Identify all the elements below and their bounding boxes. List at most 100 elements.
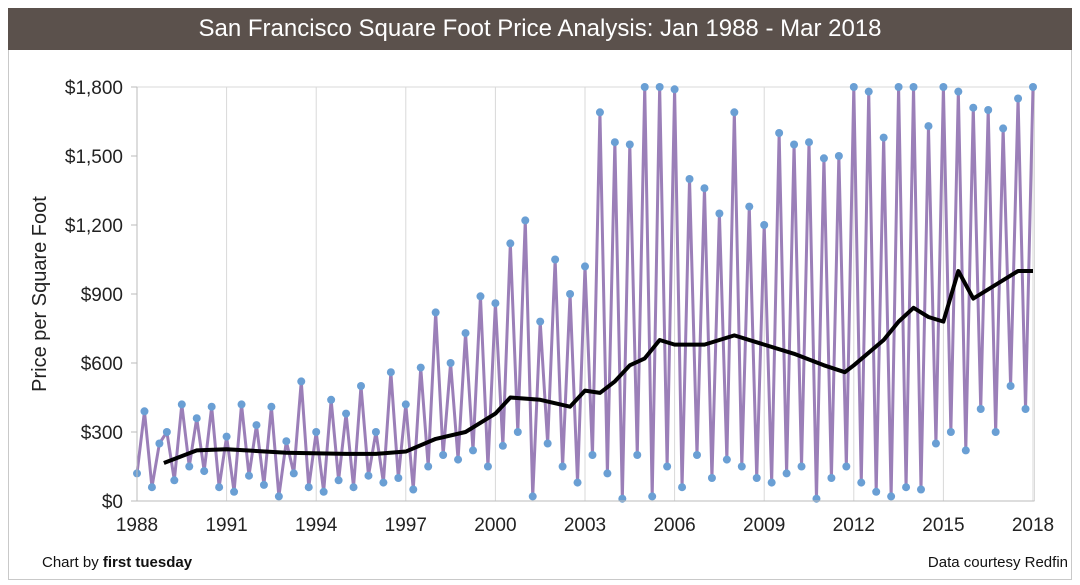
raw-price-point: [461, 329, 470, 338]
raw-price-point: [424, 462, 433, 471]
raw-price-point: [902, 483, 911, 492]
y-tick-label: $1,200: [65, 216, 123, 237]
raw-price-point: [409, 485, 418, 494]
raw-price-point: [849, 83, 858, 91]
y-tick-label: $1,500: [65, 147, 123, 168]
raw-price-point: [894, 83, 903, 91]
raw-price-point: [558, 462, 567, 471]
raw-price-point: [237, 400, 246, 409]
raw-price-point: [446, 359, 455, 367]
raw-price-point: [760, 221, 769, 229]
raw-price-point: [357, 382, 365, 390]
axes: 1988 1991 1994 1997 2000 2003 2006 2009 2012 2015…: [65, 78, 1054, 536]
raw-price-point: [177, 400, 186, 409]
trend-series: [163, 269, 1033, 465]
raw-price-point: [797, 462, 806, 471]
raw-price-point: [282, 437, 291, 446]
raw-price-point: [954, 87, 963, 96]
raw-price-point: [625, 140, 634, 149]
raw-price-point: [483, 462, 492, 471]
raw-price-point: [790, 140, 799, 149]
y-tick-label: $600: [81, 354, 123, 375]
raw-price-point: [931, 439, 940, 448]
raw-price-point: [289, 469, 298, 478]
raw-price-point: [491, 299, 500, 308]
raw-price-point: [536, 317, 545, 326]
raw-price-point: [1021, 405, 1030, 413]
raw-price-point: [670, 85, 679, 94]
raw-price-point: [259, 480, 268, 489]
x-tick-label: 1997: [385, 515, 427, 536]
raw-price-point: [476, 292, 485, 301]
raw-price-point: [693, 451, 701, 459]
x-tick-label: 1988: [116, 515, 158, 536]
raw-price-point: [715, 209, 724, 218]
raw-price-point: [245, 471, 253, 480]
raw-price-point: [834, 152, 843, 160]
raw-price-point: [498, 441, 507, 450]
y-axis-label: Price per Square Foot: [29, 196, 51, 392]
raw-price-point: [327, 395, 336, 404]
raw-price-point: [334, 476, 343, 485]
raw-price-point: [416, 363, 425, 372]
raw-price-point: [909, 83, 918, 91]
raw-price-point: [640, 83, 649, 91]
raw-price-point: [999, 124, 1008, 133]
raw-price-point: [528, 492, 537, 501]
raw-price-point: [663, 462, 672, 471]
x-tick-label: 2000: [474, 515, 516, 536]
raw-price-point: [297, 377, 306, 386]
y-tick-label: $1,800: [65, 78, 123, 99]
data-source: Data courtesy Redfin: [927, 554, 1068, 571]
raw-price-point: [872, 487, 881, 496]
raw-price-point: [192, 414, 201, 423]
raw-price-point: [887, 492, 896, 501]
raw-price-point: [805, 138, 813, 147]
raw-price-point: [274, 492, 283, 501]
raw-price-point: [319, 487, 328, 496]
trend-line: [163, 269, 1033, 465]
raw-price-point: [222, 432, 231, 441]
raw-price-point: [737, 462, 746, 471]
raw-price-point: [513, 428, 522, 436]
raw-price-point: [722, 455, 731, 464]
raw-price-point: [200, 467, 209, 476]
raw-price-point: [506, 239, 515, 248]
raw-price-point: [364, 471, 373, 480]
raw-price-point: [752, 474, 761, 482]
x-tick-label: 2003: [564, 515, 606, 536]
raw-price-point: [946, 428, 955, 436]
raw-price-point: [454, 455, 463, 464]
raw-price-point: [939, 83, 948, 91]
x-tick-label: 1991: [205, 515, 247, 536]
raw-price-point: [230, 487, 239, 496]
raw-price-point: [207, 402, 216, 411]
y-tick-label: $300: [81, 423, 123, 444]
raw-price-point: [185, 462, 194, 471]
raw-price-point: [379, 478, 388, 487]
raw-price-point: [648, 492, 657, 501]
x-tick-label: 2018: [1012, 515, 1054, 536]
raw-price-point: [1014, 94, 1023, 103]
raw-price-point: [730, 108, 739, 117]
raw-price-point: [215, 483, 224, 492]
raw-price-point: [349, 483, 358, 492]
x-tick-label: 1994: [295, 515, 338, 536]
raw-price-point: [551, 255, 560, 264]
raw-price-point: [140, 407, 149, 416]
x-tick-label: 2009: [743, 515, 785, 536]
raw-price-point: [603, 469, 612, 478]
raw-price-point: [857, 478, 866, 487]
credit-prefix: Chart by: [42, 554, 103, 571]
raw-price-point: [1006, 382, 1015, 390]
raw-price-point: [469, 446, 477, 455]
raw-price-point: [961, 446, 970, 455]
raw-price-point: [879, 133, 888, 142]
raw-price-point: [521, 216, 530, 225]
raw-price-point: [147, 483, 156, 492]
raw-price-point: [162, 428, 171, 436]
y-tick-label: $900: [81, 285, 123, 306]
raw-price-point: [431, 308, 440, 317]
raw-price-point: [842, 462, 851, 471]
raw-price-point: [267, 402, 276, 411]
